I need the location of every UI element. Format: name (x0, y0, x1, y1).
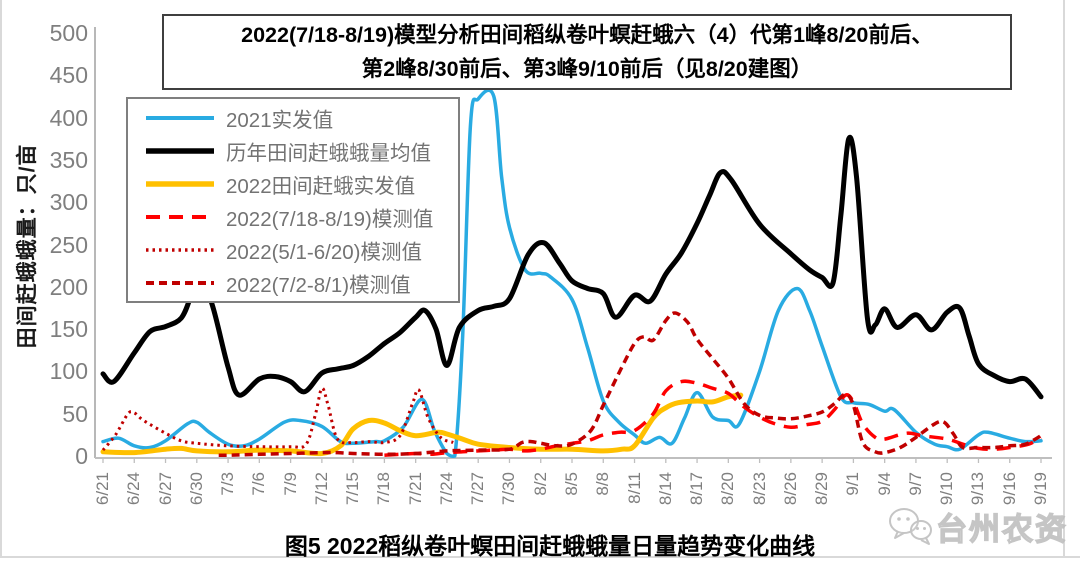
legend-item: 2022田间赶蛾实发值 (144, 167, 458, 200)
legend: 2021实发值历年田间赶蛾蛾量均值 2022田间赶蛾实发值 2022(7/18-8/… (126, 97, 460, 303)
y-axis-title: 田间赶蛾蛾量：只/亩 (16, 143, 39, 349)
x-tick-label: 7/30 (499, 472, 519, 506)
x-tick-label: 6/21 (93, 472, 112, 506)
legend-item: 2022(7/2-8/1)模测值 (144, 266, 458, 299)
x-tick-label: 9/19 (1031, 472, 1050, 506)
legend-label: 2022(5/1-6/20)模测值 (226, 240, 422, 264)
x-tick-label: 8/5 (562, 472, 581, 496)
x-tick-label: 8/23 (749, 472, 769, 506)
y-tick-label: 100 (49, 358, 88, 385)
y-tick-label: 50 (62, 400, 88, 427)
y-tick-label: 200 (49, 273, 88, 300)
series-2022(5/1-6/20)模测值 (101, 386, 454, 452)
y-tick-label: 0 (75, 443, 88, 469)
x-tick-label: 7/6 (249, 472, 269, 496)
legend-item: 历年田间赶蛾蛾量均值 (144, 134, 458, 167)
legend-swatch-dot (146, 247, 214, 252)
legend-label: 历年田间赶蛾蛾量均值 (226, 141, 431, 165)
chart-title-line1: 2022(7/18-8/19)模型分析田间稻纵卷叶螟赶蛾六（4）代第1峰8/20… (241, 23, 933, 47)
legend-item: 2022(7/18-8/19)模测值 (144, 200, 458, 233)
legend-label: 2022(7/2-8/1)模测值 (226, 273, 411, 297)
legend-swatch-shortdash (146, 280, 214, 285)
x-tick-label: 7/24 (436, 472, 456, 506)
x-tick-label: 7/27 (468, 472, 488, 506)
y-tick-label: 300 (49, 189, 88, 216)
x-tick-label: 9/16 (999, 472, 1019, 506)
x-tick-label: 6/24 (124, 472, 144, 506)
series-历年田间赶蛾蛾量均值 (100, 134, 1044, 400)
y-tick-label: 500 (49, 20, 88, 46)
x-tick-label: 8/14 (655, 472, 675, 506)
y-tick-label: 400 (49, 104, 88, 131)
chart-title-line2: 第2峰8/30前后、第3峰9/10前后（见8/20建图） (361, 57, 813, 81)
x-tick-label: 8/29 (812, 472, 832, 506)
x-tick-label: 6/27 (155, 472, 175, 506)
x-tick-label: 8/2 (530, 472, 550, 496)
frame-right (1063, 0, 1065, 557)
x-tick-label: 9/7 (905, 472, 925, 496)
legend-swatch-solid (146, 147, 214, 154)
chart-title-box: 2022(7/18-8/19)模型分析田间稻纵卷叶螟赶蛾六（4）代第1峰8/20… (162, 14, 1012, 90)
x-tick-label: 9/13 (968, 472, 988, 506)
x-tick-label: 9/4 (874, 472, 894, 496)
y-tick-label: 250 (49, 231, 88, 258)
x-tick-label: 8/20 (718, 472, 738, 506)
series-2021实发值 (101, 88, 1043, 458)
y-tick-label: 450 (49, 62, 88, 89)
legend-swatch-solid (146, 115, 214, 120)
x-tick-label: 7/9 (280, 472, 300, 496)
series-2022(7/2-8/1)模测值 (218, 311, 1042, 457)
x-tick-label: 9/1 (843, 472, 863, 496)
figure-caption: 图5 2022稻纵卷叶螟田间赶蛾蛾量日量趋势变化曲线 (284, 533, 816, 559)
x-tick-label: 7/21 (405, 472, 425, 506)
legend-item: 2021实发值 (144, 101, 458, 134)
x-tick-label: 7/3 (218, 472, 238, 496)
frame-bottom (0, 556, 1080, 558)
x-tick-label: 8/17 (687, 472, 707, 506)
x-tick-label: 7/12 (311, 472, 331, 506)
legend-swatch-dash (146, 214, 214, 219)
x-tick-label: 8/11 (624, 472, 644, 504)
x-tick-label: 8/8 (593, 472, 613, 496)
x-tick-label: 8/26 (780, 472, 800, 506)
legend-label: 2022田间赶蛾实发值 (226, 174, 416, 198)
legend-item: 2022(5/1-6/20)模测值 (144, 233, 458, 266)
series-2022田间赶蛾实发值 (100, 392, 744, 457)
legend-label: 2021实发值 (226, 108, 334, 132)
y-tick-label: 150 (49, 316, 88, 343)
legend-swatch-solid (146, 180, 214, 187)
x-tick-label: 7/15 (343, 472, 363, 506)
y-tick-label: 350 (49, 146, 88, 173)
frame-left (0, 0, 2, 557)
x-tick-label: 6/30 (186, 472, 206, 506)
x-tick-label: 7/18 (374, 472, 394, 506)
legend-label: 2022(7/18-8/19)模测值 (226, 207, 434, 231)
x-tick-label: 9/10 (937, 472, 957, 506)
